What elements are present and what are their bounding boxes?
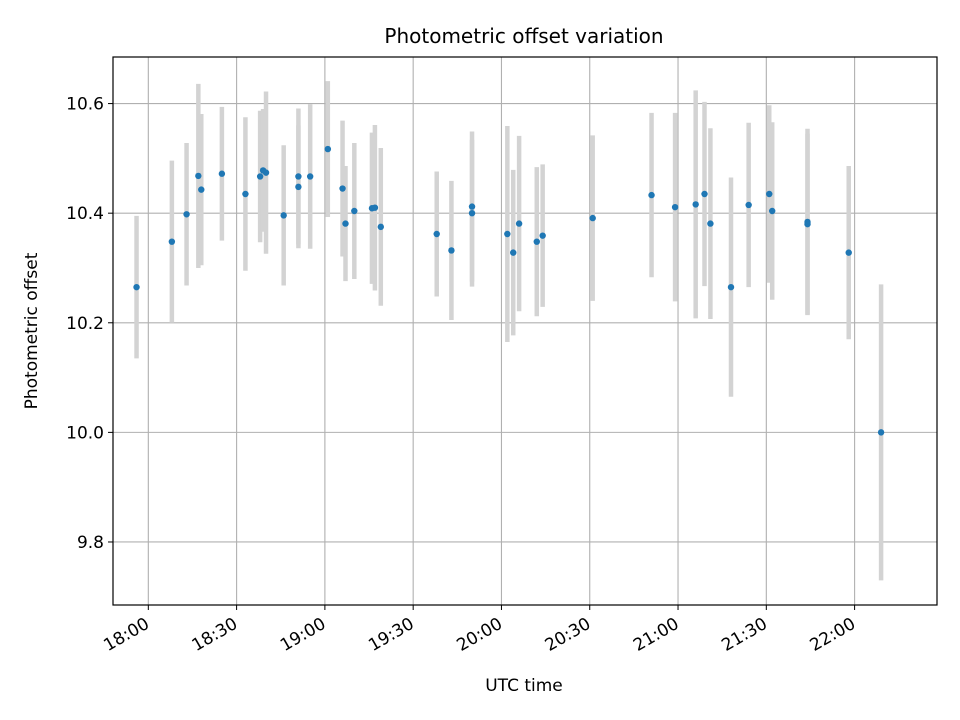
data-point [504, 230, 511, 238]
data-point [242, 190, 249, 198]
data-point [692, 201, 699, 208]
y-tick-label: 10.2 [66, 314, 104, 334]
data-point [769, 207, 776, 215]
data-point [195, 172, 202, 180]
data-point [295, 183, 302, 191]
data-point [727, 283, 735, 291]
data-point [468, 203, 476, 210]
data-point [745, 201, 752, 209]
data-point [280, 212, 287, 219]
data-point [433, 230, 440, 238]
y-tick-label: 9.8 [77, 533, 104, 553]
error-bars [134, 81, 884, 581]
data-point [377, 223, 384, 231]
data-point [468, 209, 476, 217]
x-tick-label: 20:30 [542, 614, 594, 656]
x-tick-label: 18:30 [189, 614, 241, 656]
data-points [133, 145, 885, 436]
plot-frame [112, 56, 938, 606]
x-tick-label: 18:00 [100, 614, 152, 656]
data-point [218, 170, 226, 177]
data-point [804, 220, 811, 228]
data-point [533, 238, 540, 245]
data-point [510, 249, 517, 256]
data-point [256, 173, 264, 180]
data-point [845, 249, 852, 256]
data-point [342, 220, 349, 227]
data-point [671, 203, 679, 211]
x-tick-label: 20:00 [454, 614, 506, 656]
grid [113, 57, 937, 605]
x-tick-label: 22:00 [807, 614, 859, 656]
data-point [648, 191, 655, 199]
data-point [448, 247, 455, 254]
y-tick-label: 10.0 [66, 423, 104, 443]
data-point [707, 220, 714, 227]
data-point [766, 190, 773, 198]
data-point [168, 238, 176, 245]
y-axis-title: Photometric offset [22, 252, 42, 409]
data-point [183, 211, 190, 218]
data-point [339, 185, 346, 192]
data-point [295, 173, 302, 180]
data-point [877, 429, 885, 436]
x-axis-title: UTC time [485, 676, 563, 696]
data-point [371, 204, 379, 211]
data-point [701, 190, 708, 198]
data-point [351, 207, 358, 215]
y-tick-label: 10.6 [66, 95, 104, 115]
x-tick-label: 19:30 [365, 614, 417, 656]
data-point [515, 220, 523, 227]
data-point [198, 186, 205, 193]
chart-title: Photometric offset variation [384, 24, 663, 48]
x-tick-label: 21:00 [630, 614, 682, 656]
x-tick-label: 21:30 [718, 614, 770, 656]
data-point [324, 145, 332, 153]
data-point [262, 169, 270, 176]
y-tick-label: 10.4 [66, 204, 104, 224]
data-point [306, 173, 314, 180]
data-point [589, 214, 596, 222]
data-point [539, 232, 546, 239]
data-point [133, 283, 140, 291]
x-tick-label: 19:00 [277, 614, 329, 656]
